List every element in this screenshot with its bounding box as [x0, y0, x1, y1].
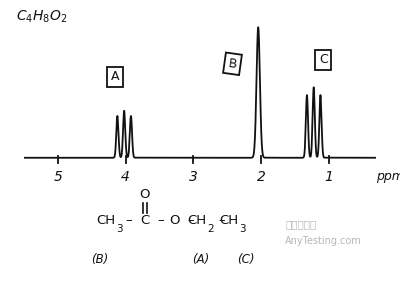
Text: 嘉峨检测网: 嘉峨检测网 [285, 219, 316, 229]
Text: –: – [158, 215, 164, 227]
Text: 3: 3 [239, 224, 246, 234]
Text: 4: 4 [121, 170, 130, 184]
Text: A: A [111, 70, 120, 83]
Text: –: – [188, 215, 194, 227]
Text: CH: CH [96, 215, 115, 227]
Text: O: O [170, 215, 180, 227]
Text: –: – [126, 215, 132, 227]
Text: 5: 5 [54, 170, 62, 184]
Text: 3: 3 [189, 170, 198, 184]
Text: C: C [140, 215, 150, 227]
Text: (B): (B) [91, 253, 109, 266]
Text: O: O [140, 188, 150, 201]
Text: C: C [319, 53, 328, 66]
Text: (A): (A) [192, 253, 210, 266]
Text: 2: 2 [207, 224, 214, 234]
Text: (C): (C) [237, 253, 255, 266]
Text: $C_4H_8O_2$: $C_4H_8O_2$ [16, 9, 68, 25]
Text: AnyTesting.com: AnyTesting.com [285, 236, 362, 246]
Text: 1: 1 [324, 170, 333, 184]
Text: –: – [219, 215, 225, 227]
Text: CH: CH [219, 215, 238, 227]
Text: B: B [227, 57, 238, 71]
Text: ppm: ppm [376, 170, 400, 183]
Text: 2: 2 [256, 170, 265, 184]
Text: 3: 3 [116, 224, 123, 234]
Text: CH: CH [187, 215, 206, 227]
